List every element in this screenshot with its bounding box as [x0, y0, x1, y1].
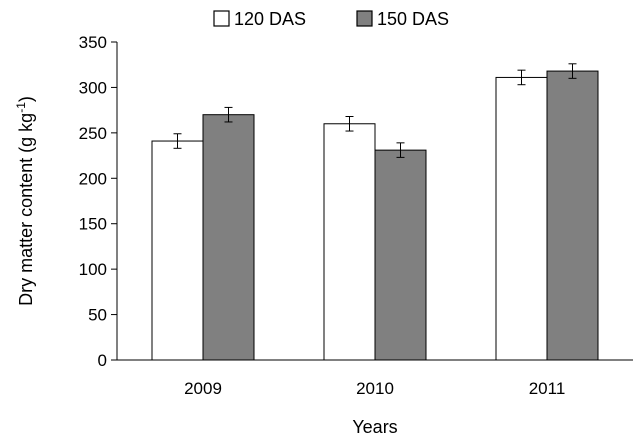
legend-swatch-120-das [213, 10, 230, 27]
bar-2009-120-das [151, 140, 204, 361]
y-tick-label-200: 200 [79, 169, 107, 188]
x-tick-label-2011: 2011 [529, 379, 566, 398]
legend-label-120-das: 120 DAS [234, 9, 306, 29]
bar-2009-150-das [202, 114, 255, 361]
y-tick-label-0: 0 [98, 351, 107, 370]
error-bars [173, 63, 577, 158]
x-tick-label-2010: 2010 [356, 379, 394, 398]
legend-label-150-das: 150 DAS [377, 9, 449, 29]
y-tick-label-50: 50 [88, 306, 107, 325]
legend: 120 DAS 150 DAS [213, 9, 449, 29]
bar-2010-120-das [323, 123, 376, 361]
x-tick-label-2009: 2009 [184, 379, 222, 398]
y-tick-label-300: 300 [79, 78, 107, 97]
y-axis-ticks: 0 50 100 150 200 250 300 350 [79, 33, 117, 370]
bar-2010-150-das [374, 149, 427, 361]
x-axis-labels: 2009 2010 2011 [184, 379, 565, 398]
y-axis-title: Dry matter content (g kg-1) [14, 96, 36, 306]
bar-2011-150-das [546, 70, 599, 361]
y-tick-label-100: 100 [79, 260, 107, 279]
y-axis-title-main: Dry matter content (g kg [16, 113, 36, 306]
bar-2011-120-das [495, 76, 548, 361]
y-tick-label-150: 150 [79, 215, 107, 234]
legend-swatch-150-das [356, 10, 373, 27]
y-axis-title-superscript: -1 [14, 102, 28, 113]
y-axis-title-close: ) [16, 96, 36, 102]
x-axis-title: Years [352, 417, 397, 437]
y-tick-label-250: 250 [79, 124, 107, 143]
y-tick-label-350: 350 [79, 33, 107, 52]
bars [151, 70, 599, 361]
